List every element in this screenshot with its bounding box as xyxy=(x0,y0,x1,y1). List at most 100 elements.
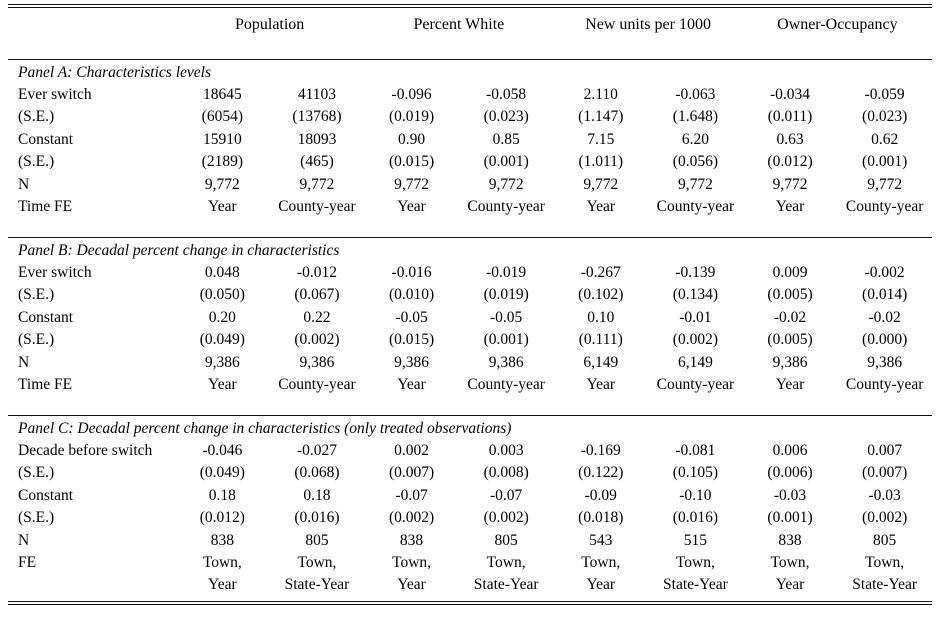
table-cell: -0.02 xyxy=(773,308,807,326)
table-cell: 0.22 xyxy=(303,308,331,326)
table-cell: 9,386 xyxy=(394,353,429,371)
column-group-header-row: Population Percent White New units per 1… xyxy=(8,8,932,60)
table-cell: (0.002) xyxy=(294,331,340,349)
table-cell: Year xyxy=(775,198,805,216)
row-label: Ever switch xyxy=(18,86,92,103)
table-body: Panel A: Characteristics levels Ever swit… xyxy=(8,59,932,601)
table-cell: -0.059 xyxy=(864,86,905,103)
table-cell: -0.03 xyxy=(868,486,901,504)
table-cell: 18093 xyxy=(297,130,337,148)
table-cell: 9,386 xyxy=(488,353,524,371)
table-cell: (0.001) xyxy=(483,153,529,171)
table-cell: Year xyxy=(397,375,426,393)
table-cell: 543 xyxy=(589,531,613,549)
row-label: N xyxy=(18,531,30,549)
table-cell: County-year xyxy=(656,198,735,216)
table-cell: Town, Year xyxy=(392,553,432,594)
table-cell: 9,772 xyxy=(394,175,429,193)
table-cell: (0.122) xyxy=(578,464,624,482)
table-cell: (0.111) xyxy=(578,331,623,349)
table-cell: (0.012) xyxy=(199,509,245,527)
row-label: N xyxy=(18,353,30,371)
table-cell: 0.10 xyxy=(587,308,615,326)
table-cell: -0.169 xyxy=(580,441,621,459)
table-cell: Town, State-Year xyxy=(852,553,918,594)
table-cell: (0.011) xyxy=(767,108,813,126)
table-row: Ever switch 0.048 -0.012 -0.016 -0.019 -0.267… xyxy=(8,262,932,284)
table-cell: 838 xyxy=(210,531,234,549)
table-cell: Year xyxy=(775,375,805,393)
table-cell: Year xyxy=(397,198,426,216)
table-row: (S.E.) (0.049) (0.068) (0.007) (0.008) (0.122… xyxy=(8,462,932,484)
table-cell: County-year xyxy=(845,375,924,393)
row-label: Constant xyxy=(18,486,74,504)
table-row: Constant 0.18 0.18 -0.07 -0.07 -0.09 -0.10 -0.0… xyxy=(8,485,932,507)
table-cell: (0.015) xyxy=(388,331,435,349)
table-cell: Year xyxy=(208,198,237,216)
table-row: (S.E.) (0.049) (0.002) (0.015) (0.001) (0.111… xyxy=(8,329,932,351)
panel-title: Panel C: Decadal percent change in chara… xyxy=(8,414,932,440)
table-row: Decade before switch -0.046 -0.027 0.002 0.0… xyxy=(8,440,932,462)
table-cell: (0.005) xyxy=(767,286,813,304)
table-cell: -0.012 xyxy=(296,263,337,281)
table-row: Ever switch 18645 41103 -0.096 -0.058 2.110 -0… xyxy=(8,84,932,106)
table-cell: (0.002) xyxy=(388,509,435,527)
table-cell: (0.001) xyxy=(767,509,813,527)
table-cell: (0.068) xyxy=(294,464,340,482)
table-cell: (2189) xyxy=(201,153,243,171)
row-label: (S.E.) xyxy=(18,286,55,304)
table-cell: (0.015) xyxy=(388,153,435,171)
paper-table-container: Population Percent White New units per 1… xyxy=(8,4,932,605)
row-label: Constant xyxy=(18,308,74,326)
table-cell: County-year xyxy=(467,198,545,216)
bottom-double-rule xyxy=(8,600,932,605)
table-cell: -0.096 xyxy=(391,86,432,103)
spacer-row xyxy=(8,218,932,237)
table-cell: (0.008) xyxy=(483,464,529,482)
table-cell: (0.049) xyxy=(199,331,245,349)
table-cell: (0.023) xyxy=(483,108,529,126)
table-cell: 515 xyxy=(683,531,708,549)
table-cell: -0.02 xyxy=(868,308,901,326)
table-row: Time FE Year County-year Year County-year Yea… xyxy=(8,374,932,396)
table-cell: 6,149 xyxy=(677,353,713,371)
table-cell: (0.002) xyxy=(672,331,718,349)
table-cell: (0.002) xyxy=(483,509,529,527)
table-row: Constant 15910 18093 0.90 0.85 7.15 6.20 0.63 0.… xyxy=(8,129,932,151)
table-cell: 9,386 xyxy=(867,353,903,371)
table-cell: (1.011) xyxy=(578,153,624,171)
table-cell: (0.012) xyxy=(767,153,813,171)
table-cell: 0.63 xyxy=(776,130,804,148)
table-cell: 838 xyxy=(399,531,424,549)
row-label: (S.E.) xyxy=(18,464,55,482)
table-cell: 9,772 xyxy=(488,175,524,193)
table-row: (S.E.) (6054) (13768) (0.019) (0.023) (1.147)… xyxy=(8,106,932,128)
row-label: Constant xyxy=(18,130,74,148)
table-cell: -0.267 xyxy=(580,263,621,281)
table-cell: Town, State-Year xyxy=(284,553,350,594)
table-cell: 9,772 xyxy=(583,175,619,193)
table-cell: -0.139 xyxy=(675,263,716,281)
table-cell: 0.18 xyxy=(303,486,331,504)
table-cell: -0.058 xyxy=(486,86,527,103)
table-cell: (0.010) xyxy=(388,286,435,304)
table-cell: -0.034 xyxy=(769,86,811,103)
table-cell: 9,772 xyxy=(677,175,713,193)
table-cell: -0.016 xyxy=(391,263,432,281)
table-cell: (0.007) xyxy=(862,464,908,482)
table-cell: (0.019) xyxy=(483,286,529,304)
table-cell: 0.009 xyxy=(772,263,808,281)
table-cell: -0.07 xyxy=(490,486,523,504)
corner-cell xyxy=(8,8,175,60)
table-cell: -0.07 xyxy=(395,486,428,504)
panel-title: Panel A: Characteristics levels xyxy=(8,59,932,84)
table-cell: 41103 xyxy=(297,86,337,103)
table-cell: (0.049) xyxy=(199,464,245,482)
table-cell: (0.001) xyxy=(862,153,908,171)
spacer-row xyxy=(8,396,932,415)
panel-title-row: Panel C: Decadal percent change in chara… xyxy=(8,414,932,440)
row-label: (S.E.) xyxy=(18,331,55,349)
table-row: Time FE Year County-year Year County-year Yea… xyxy=(8,196,932,218)
table-cell: (0.016) xyxy=(672,509,718,527)
table-cell: 0.006 xyxy=(772,441,808,459)
